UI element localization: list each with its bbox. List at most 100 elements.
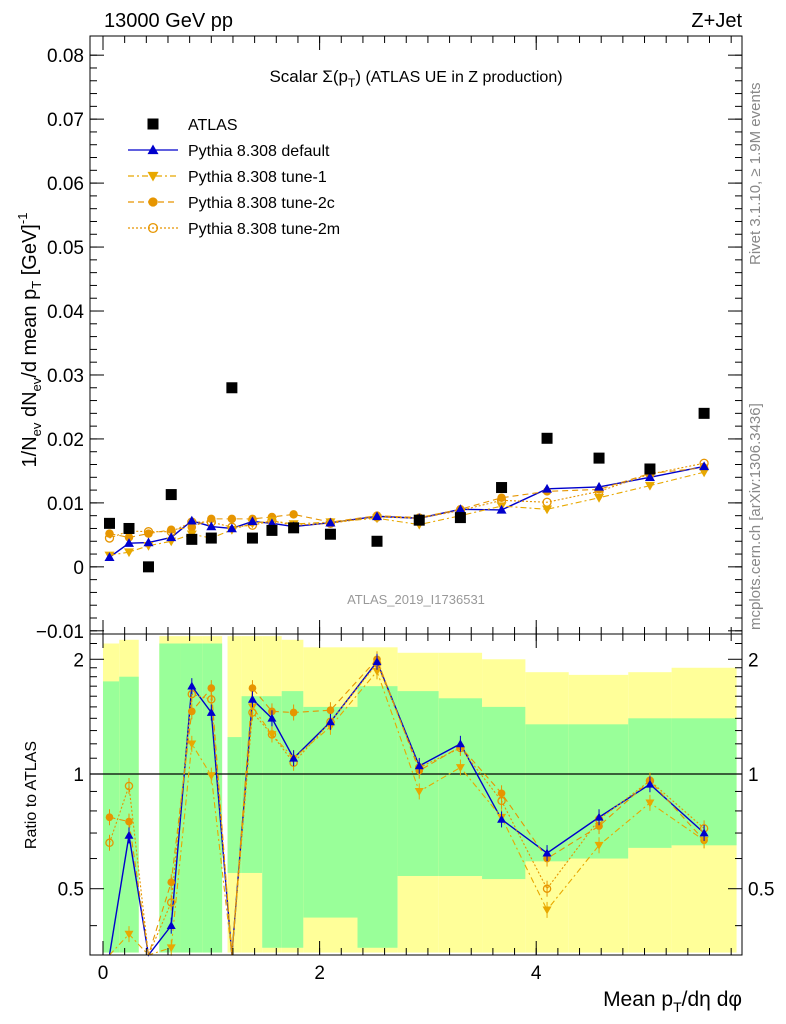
point-pythia-8-308-default [496, 504, 507, 514]
point-atlas [246, 532, 258, 544]
legend-marker-pythia-8-308-tune-2c [148, 197, 158, 207]
ratio-y-tick-label-right: 2 [748, 650, 759, 671]
band-green [357, 686, 398, 948]
point-pythia-8-308-default [644, 472, 655, 482]
point-pythia-8-308-default [247, 516, 258, 526]
ratio-x-axis: 0 2 4 [98, 634, 732, 984]
legend-marker-pythia-8-308-tune-1 [147, 171, 159, 182]
point-pythia-8-308-default [186, 515, 197, 525]
ratio-point-pythia-8-308-default [645, 779, 655, 788]
ratio-point-pythia-8-308-default [414, 761, 424, 770]
ratio-x-tick-label: 4 [531, 963, 542, 984]
point-pythia-8-308-tune-2c [105, 529, 114, 538]
legend-label-atlas: ATLAS [188, 117, 238, 134]
ratio-frame [89, 633, 743, 956]
ratio-y-axis: 2 2 1 1 0.5 0.5 [58, 643, 774, 927]
point-pythia-8-308-default [166, 532, 177, 542]
point-atlas [698, 407, 710, 419]
main-series-group [103, 382, 710, 573]
ratio-point-pythia-8-308-tune-2c [167, 878, 176, 887]
point-pythia-8-308-tune-1 [699, 468, 710, 478]
ratio-point-pythia-8-308-tune-2m [105, 838, 114, 848]
ratio-point-pythia-8-308-tune-2c [248, 684, 257, 692]
main-y-tick-label: 0.08 [47, 46, 84, 67]
band-green [241, 696, 263, 873]
point-atlas [288, 522, 300, 534]
point-pythia-8-308-default [104, 552, 115, 562]
point-pythia-8-308-tune-2c [187, 522, 197, 532]
band-green [227, 737, 242, 873]
ratio-point-pythia-8-308-tune-2c [187, 707, 196, 716]
point-atlas [123, 522, 135, 534]
point-atlas [644, 463, 656, 475]
legend-label-pythia-8-308-default: Pythia 8.308 default [188, 143, 330, 160]
point-atlas [496, 482, 508, 494]
series-line-pythia-8-308-tune-2c [109, 467, 705, 538]
ratio-point-pythia-8-308-tune-2m [166, 898, 176, 907]
point-pythia-8-308-default [699, 461, 710, 471]
band-green [525, 724, 569, 862]
main-y-axis: 0.08 0.07 0.06 0.05 0.04 0.03 0.02 0.01 0 −0.01 [36, 36, 742, 643]
main-y-tick-label: −0.01 [36, 622, 84, 643]
main-y-tick-label: 0.07 [47, 110, 84, 131]
band-green [568, 724, 629, 859]
ratio-point-pythia-8-308-tune-2c [207, 684, 216, 692]
ratio-point-pythia-8-308-tune-1 [267, 731, 277, 739]
ratio-series-group [105, 651, 709, 958]
point-pythia-8-308-tune-2c [124, 533, 134, 542]
main-y-tick-label: 0.01 [47, 494, 84, 515]
point-pythia-8-308-default [143, 537, 154, 547]
point-atlas [266, 524, 278, 536]
point-atlas [413, 514, 425, 526]
point-pythia-8-308-tune-2c [289, 510, 298, 519]
main-y-tick-label: 0.03 [47, 366, 84, 387]
ratio-point-pythia-8-308-default [594, 812, 604, 821]
ratio-point-pythia-8-308-tune-2m [542, 884, 552, 893]
point-atlas [371, 535, 383, 547]
point-pythia-8-308-default [594, 481, 605, 491]
legend-label-pythia-8-308-tune-2m: Pythia 8.308 tune-2m [188, 221, 340, 238]
point-atlas [142, 561, 154, 573]
ratio-point-pythia-8-308-tune-2c [595, 822, 603, 830]
analysis-label: ATLAS_2019_I1736531 [347, 592, 485, 607]
series-line-pythia-8-308-tune-2m [109, 462, 705, 539]
ratio-y-label: Ratio to ATLAS [23, 741, 40, 849]
ratio-point-pythia-8-308-tune-2c [497, 789, 506, 798]
ratio-x-tick-label: 2 [314, 963, 325, 984]
point-pythia-8-308-tune-2c [166, 525, 176, 534]
legend-marker-atlas [147, 118, 159, 130]
ratio-y-tick-label-right: 1 [748, 765, 759, 786]
point-pythia-8-308-tune-1 [123, 548, 134, 558]
header-right: Z+Jet [691, 10, 742, 32]
main-y-tick-label: 0 [73, 558, 84, 579]
main-y-label: 1/Nev dNev/d mean pT [GeV]-1 [15, 213, 44, 468]
point-pythia-8-308-default [226, 523, 237, 533]
ratio-uncertainty-bands [90, 636, 742, 953]
ratio-point-pythia-8-308-tune-1 [455, 764, 465, 773]
ratio-point-pythia-8-308-default [247, 694, 257, 703]
legend-marker-pythia-8-308-tune-2m [147, 222, 159, 234]
ratio-y-tick-label: 1 [73, 765, 84, 786]
point-pythia-8-308-tune-1 [542, 505, 553, 515]
point-pythia-8-308-tune-1 [644, 481, 655, 491]
point-atlas [165, 489, 177, 501]
ratio-point-pythia-8-308-tune-1 [247, 703, 257, 712]
point-pythia-8-308-default [325, 517, 336, 527]
main-y-tick-label: 0.04 [47, 302, 84, 323]
ratio-panel: 2 2 1 1 0.5 0.5 0 2 4 [58, 633, 774, 984]
point-atlas [324, 528, 336, 540]
mcplots-label: mcplots.cern.ch [arXiv:1306.3436] [747, 403, 764, 630]
ratio-point-pythia-8-308-tune-1 [206, 772, 216, 781]
ratio-x-tick-label: 0 [98, 963, 109, 984]
ratio-point-pythia-8-308-default [699, 828, 709, 837]
ratio-point-pythia-8-308-default [289, 753, 299, 762]
band-green [202, 643, 223, 953]
ratio-point-pythia-8-308-default [497, 814, 507, 823]
ratio-point-pythia-8-308-default [124, 830, 134, 839]
point-atlas [541, 432, 553, 444]
point-atlas [186, 533, 198, 545]
ratio-point-pythia-8-308-tune-1 [645, 799, 655, 808]
point-atlas [205, 532, 217, 544]
main-y-tick-label: 0.06 [47, 174, 84, 195]
